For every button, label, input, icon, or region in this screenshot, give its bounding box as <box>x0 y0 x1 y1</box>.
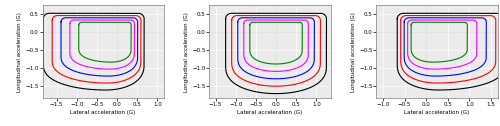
X-axis label: Lateral acceleration (G): Lateral acceleration (G) <box>238 110 302 115</box>
X-axis label: Lateral acceleration (G): Lateral acceleration (G) <box>404 110 469 115</box>
X-axis label: Lateral acceleration (G): Lateral acceleration (G) <box>70 110 136 115</box>
Y-axis label: Longitudinal acceleration (G): Longitudinal acceleration (G) <box>184 12 189 92</box>
Y-axis label: Longitudinal acceleration (G): Longitudinal acceleration (G) <box>351 12 356 92</box>
Y-axis label: Longitudinal acceleration (G): Longitudinal acceleration (G) <box>17 12 22 92</box>
